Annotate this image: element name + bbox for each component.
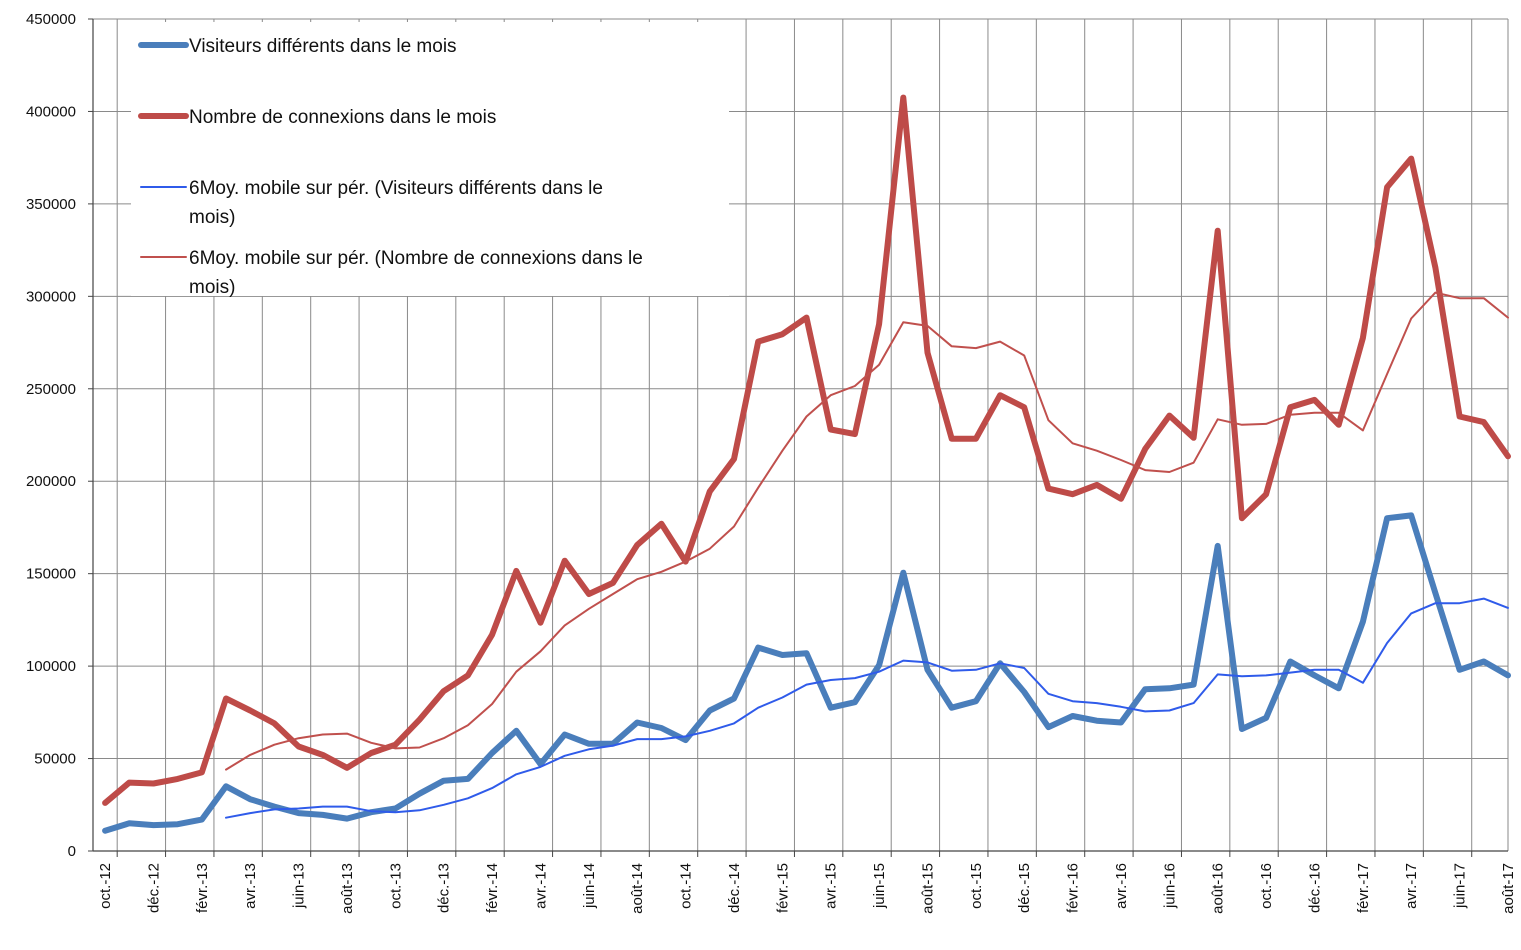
x-tick-label: déc.-12 — [145, 863, 162, 913]
x-tick-label: avr.-15 — [823, 863, 840, 909]
x-tick-label: oct.-12 — [97, 863, 114, 909]
x-tick-label: avr.-14 — [532, 863, 549, 909]
series-line-4 — [225, 291, 1509, 771]
x-tick-label: déc.-15 — [1016, 863, 1033, 913]
series-line-1 — [102, 512, 1511, 834]
x-tick-label: févr.-13 — [194, 863, 211, 913]
x-tick-label: déc.-13 — [436, 863, 453, 913]
x-tick-label: avr.-16 — [1113, 863, 1130, 909]
y-tick-label: 100000 — [26, 658, 76, 675]
series-lines — [102, 94, 1511, 834]
y-tick-label: 50000 — [34, 751, 76, 768]
x-tick-label: août-14 — [629, 863, 646, 914]
y-tick-label: 350000 — [26, 196, 76, 213]
legend-box — [131, 22, 729, 296]
legend-label-4: 6Moy. mobile sur pér. (Nombre de connexi… — [189, 248, 643, 298]
x-tick-label: juin-16 — [1161, 863, 1178, 909]
x-tick-label: juin-17 — [1452, 863, 1469, 909]
axes — [88, 18, 1508, 857]
x-tick-label: juin-13 — [291, 863, 308, 909]
x-tick-label: août-15 — [919, 863, 936, 914]
legend-label-2: Nombre de connexions dans le mois — [189, 107, 496, 128]
legend-label-3: 6Moy. mobile sur pér. (Visiteurs différe… — [189, 178, 603, 228]
y-tick-label: 150000 — [26, 566, 76, 583]
x-tick-label: déc.-14 — [726, 863, 743, 913]
y-axis-tick-labels: 0 50000 100000 150000 200000 250000 300000 3500… — [26, 11, 76, 860]
x-tick-label: oct.-15 — [968, 863, 985, 909]
x-tick-label: juin-15 — [871, 863, 888, 909]
x-axis-tick-labels: oct.-12 déc.-12 févr.-13 avr.-13 juin-13 août… — [97, 863, 1517, 914]
x-tick-label: oct.-14 — [678, 863, 695, 909]
x-tick-label: avr.-13 — [242, 863, 259, 909]
y-tick-label: 200000 — [26, 473, 76, 490]
x-tick-label: févr.-16 — [1065, 863, 1082, 913]
x-tick-label: févr.-15 — [774, 863, 791, 913]
legend-label-1: Visiteurs différents dans le mois — [189, 36, 457, 57]
series-line-2 — [102, 94, 1511, 806]
x-tick-label: juin-14 — [581, 863, 598, 909]
y-tick-label: 0 — [68, 843, 76, 860]
y-tick-label: 400000 — [26, 103, 76, 120]
x-tick-label: févr.-14 — [484, 863, 501, 913]
x-tick-label: oct.-16 — [1258, 863, 1275, 909]
y-tick-label: 250000 — [26, 381, 76, 398]
x-tick-label: déc.-16 — [1306, 863, 1323, 913]
y-tick-label: 450000 — [26, 11, 76, 28]
series-line-3 — [225, 597, 1509, 819]
x-tick-label: août-17 — [1500, 863, 1517, 914]
legend: Visiteurs différents dans le mois Nombre … — [131, 22, 729, 298]
x-tick-label: août-16 — [1210, 863, 1227, 914]
x-tick-label: févr.-17 — [1355, 863, 1372, 913]
x-tick-label: avr.-17 — [1403, 863, 1420, 909]
x-tick-label: août-13 — [339, 863, 356, 914]
y-tick-label: 300000 — [26, 288, 76, 305]
x-tick-label: oct.-13 — [387, 863, 404, 909]
